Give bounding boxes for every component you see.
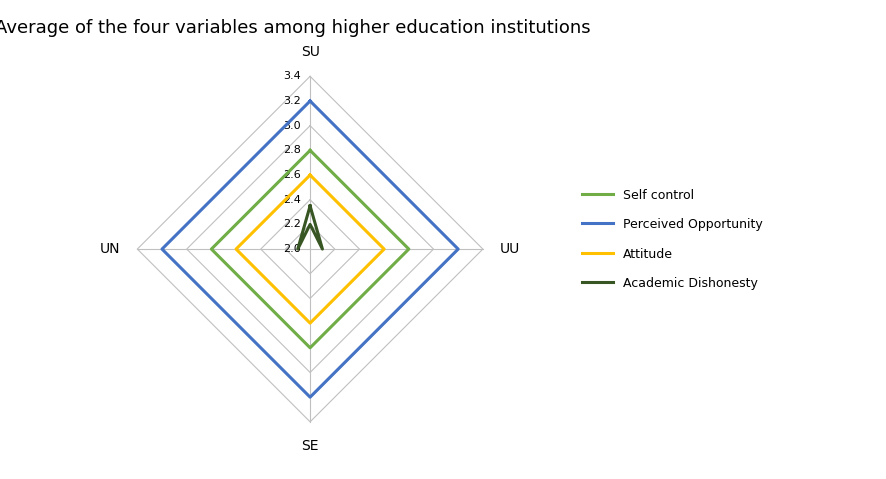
Text: 2.6: 2.6 [283, 170, 300, 180]
Text: Average of the four variables among higher education institutions: Average of the four variables among high… [0, 19, 590, 37]
Text: 2.2: 2.2 [283, 219, 300, 229]
Text: 2.4: 2.4 [283, 195, 300, 205]
Text: 3.2: 3.2 [283, 96, 300, 106]
Text: 3.4: 3.4 [283, 71, 300, 81]
Text: UN: UN [99, 242, 120, 256]
Text: 2.8: 2.8 [283, 145, 300, 155]
Text: SU: SU [300, 45, 320, 59]
Text: SE: SE [301, 439, 319, 453]
Text: 3.0: 3.0 [283, 121, 300, 131]
Text: UU: UU [500, 242, 520, 256]
Text: 2.0: 2.0 [283, 244, 300, 254]
Legend: Self control, Perceived Opportunity, Attitude, Academic Dishonesty: Self control, Perceived Opportunity, Att… [582, 189, 763, 290]
